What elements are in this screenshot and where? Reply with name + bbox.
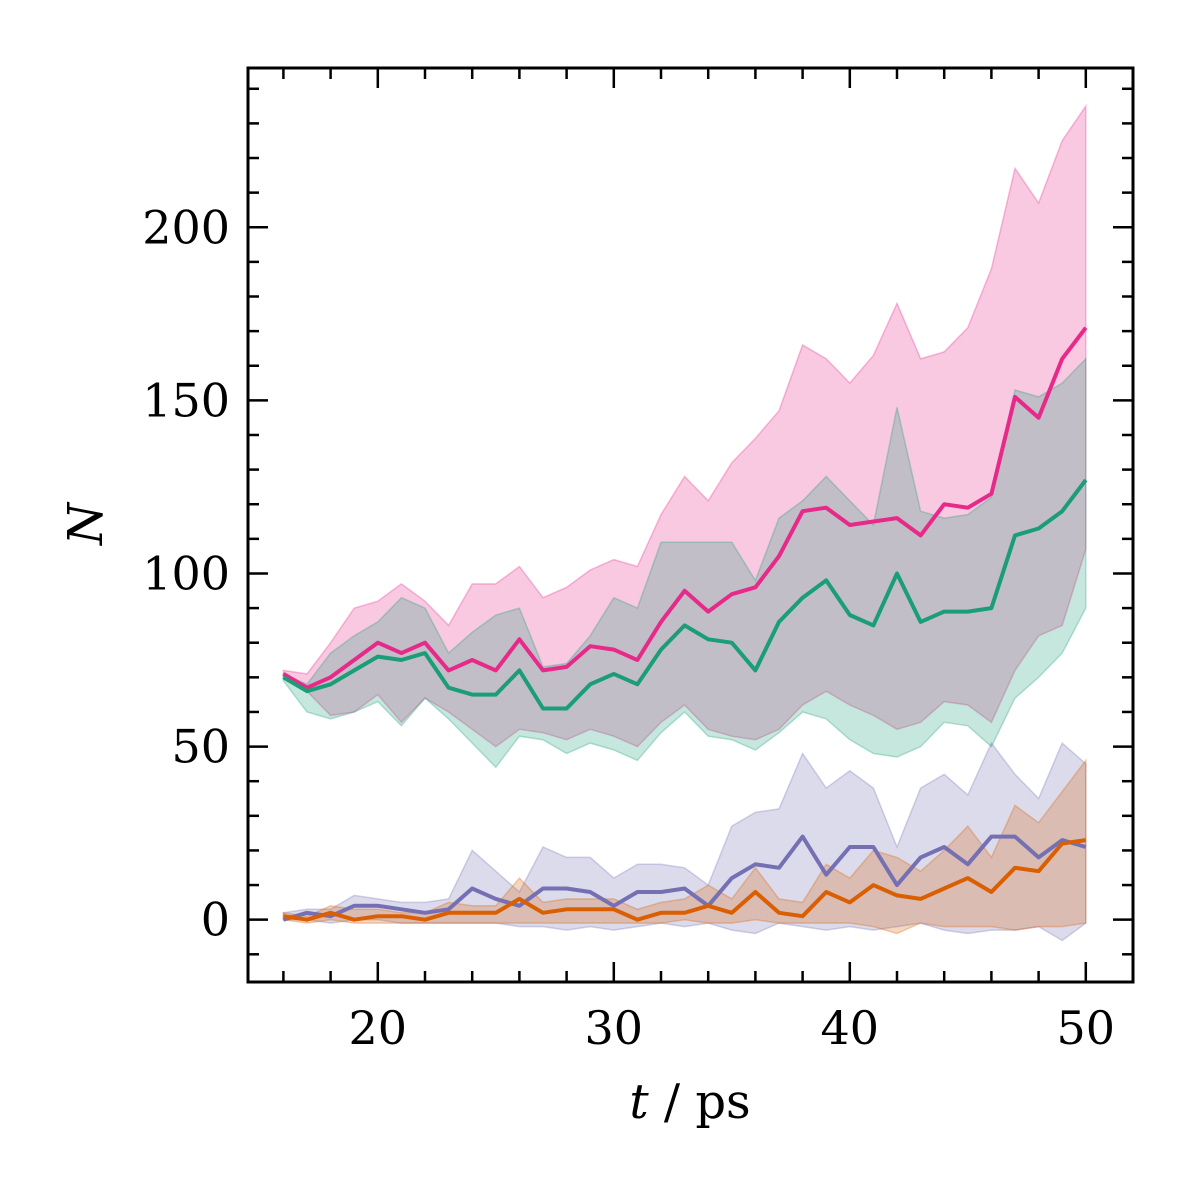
x-tick-label: 50 bbox=[1057, 1001, 1116, 1055]
series-3-line bbox=[282, 834, 1087, 922]
tick-labels: 20 30 40 50 0 50 100 150 200 bbox=[142, 200, 1115, 1055]
series-2-line bbox=[282, 478, 1088, 711]
series-lines bbox=[282, 326, 1088, 922]
y-tick-label: 150 bbox=[142, 373, 230, 427]
series-1-band bbox=[282, 103, 1087, 748]
x-tick-label: 30 bbox=[585, 1001, 644, 1055]
y-tick-label: 100 bbox=[142, 546, 230, 600]
y-tick-label: 200 bbox=[142, 200, 230, 254]
uncertainty-bands bbox=[282, 103, 1087, 942]
y-tick-label: 50 bbox=[171, 720, 230, 774]
x-tick-label: 40 bbox=[821, 1001, 880, 1055]
y-axis-label: N bbox=[58, 501, 114, 546]
plot-frame bbox=[246, 66, 1135, 984]
axes bbox=[246, 66, 1135, 984]
series-4-line bbox=[283, 838, 1087, 922]
x-tick-label: 20 bbox=[349, 1001, 408, 1055]
series-1-line bbox=[282, 326, 1088, 690]
y-tick-label: 0 bbox=[201, 893, 230, 947]
x-axis-label: t / ps bbox=[629, 1074, 750, 1130]
